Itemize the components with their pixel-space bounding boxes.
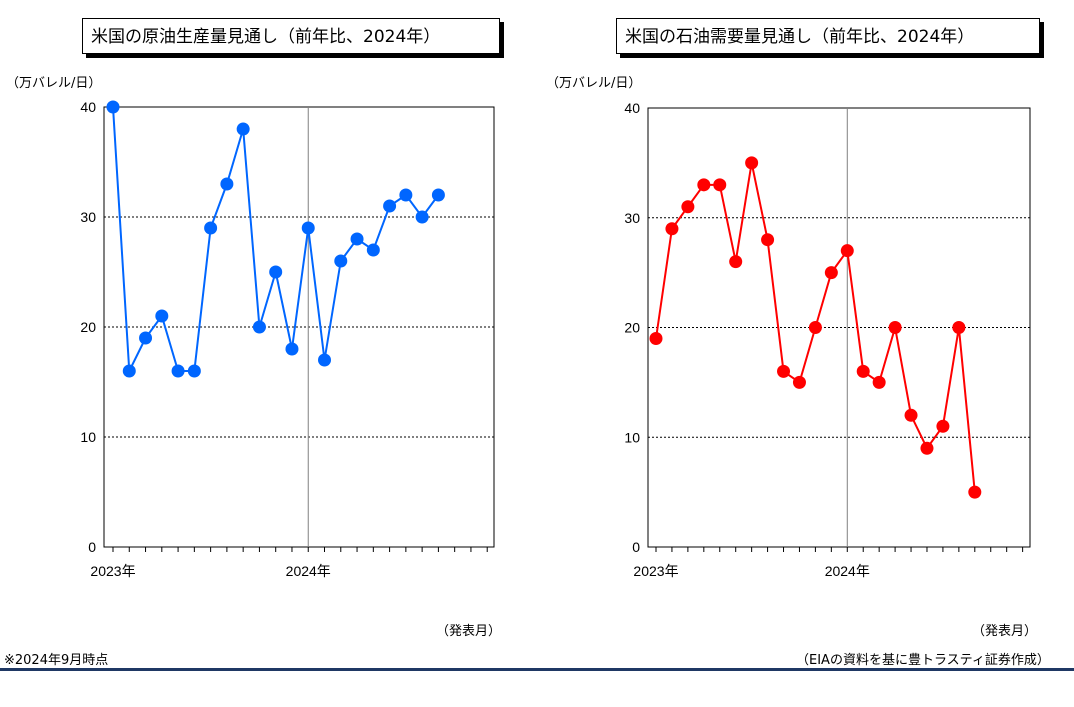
chart1-data-point: [139, 331, 153, 345]
chart1-plot: 0 10 20 30 40 2023年 2024年: [80, 99, 495, 579]
footer-note: ※2024年9月時点: [4, 653, 109, 668]
chart1-data-point: [301, 221, 315, 235]
chart2-data-point: [920, 441, 934, 455]
chart2-ytick-label: 40: [624, 100, 640, 116]
chart1-data-point: [383, 199, 397, 213]
footer-rule: [0, 668, 1074, 671]
chart1-ytick-label: 40: [80, 99, 96, 115]
chart2-data-point: [729, 255, 743, 269]
chart1-data-point: [106, 100, 120, 114]
chart2-data-point: [665, 222, 679, 236]
chart1-data-point: [155, 309, 169, 323]
chart1-data-point: [285, 342, 299, 356]
chart2-data-point: [745, 156, 759, 170]
chart1-data-point: [204, 221, 218, 235]
chart2-ytick-label: 10: [624, 429, 640, 445]
chart2-data-point: [872, 375, 886, 389]
chart1-data-point: [187, 364, 201, 378]
chart1-xtick-label: 2024年: [286, 563, 331, 579]
chart1-data-point: [171, 364, 185, 378]
chart2-data-point: [777, 364, 791, 378]
chart1-ytick-label: 30: [80, 209, 96, 225]
chart1-data-point: [431, 188, 445, 202]
chart2-xtick-label: 2024年: [825, 563, 870, 579]
chart1-data-point: [252, 320, 266, 334]
chart2-data-point: [824, 266, 838, 280]
footer-source: （EIAの資料を基に豊トラスティ証券作成）: [796, 653, 1050, 668]
chart1-data-point: [220, 177, 234, 191]
chart1-data-point: [236, 122, 250, 136]
chart2-data-point: [936, 419, 950, 433]
chart1-ytick-label: 10: [80, 429, 96, 445]
chart2-xtick-label: 2023年: [633, 563, 678, 579]
chart2-data-point: [697, 178, 711, 192]
chart1-ytick-label: 0: [88, 539, 96, 555]
chart2-plot: 0 10 20 30 40 2023年 2024年: [624, 100, 1031, 579]
chart2-ytick-label: 30: [624, 210, 640, 226]
chart2-data-point: [856, 364, 870, 378]
chart1-series-line: [112, 106, 440, 375]
chart2-data-point: [761, 233, 775, 247]
chart2-data-point: [681, 200, 695, 214]
chart1-plot-frame: [103, 106, 495, 548]
chart1-title: 米国の原油生産量見通し（前年比、2024年）: [82, 18, 500, 54]
chart2-data-point: [649, 331, 663, 345]
chart2-data-point: [808, 321, 822, 334]
chart2-data-point: [888, 321, 902, 334]
chart1-data-point: [350, 232, 364, 246]
chart1-data-point: [122, 364, 136, 378]
chart2-ytick-label: 20: [624, 320, 640, 336]
chart1-data-point: [415, 210, 429, 224]
chart2-xlabel: （発表月）: [972, 624, 1038, 639]
chart2-data-point: [792, 375, 806, 389]
chart2-data-point: [952, 321, 966, 334]
chart1-data-point: [399, 188, 413, 202]
chart2-data-point: [904, 408, 918, 422]
chart1-unit-label: （万バレル/日）: [6, 76, 102, 91]
chart1-data-point: [269, 265, 283, 279]
chart1-data-point: [366, 243, 380, 257]
chart1-xtick-label: 2023年: [90, 563, 135, 579]
chart2-unit-label: （万バレル/日）: [546, 76, 642, 91]
chart2-data-point: [713, 178, 727, 192]
chart1-data-point: [318, 353, 332, 367]
chart2-data-point: [968, 485, 982, 499]
chart2-ytick-label: 0: [632, 539, 640, 555]
chart1-ytick-label: 20: [80, 319, 96, 335]
chart1-xlabel: （発表月）: [436, 624, 502, 639]
chart2-data-point: [840, 244, 854, 258]
chart2-title: 米国の石油需要量見通し（前年比、2024年）: [616, 18, 1040, 54]
chart1-data-point: [334, 254, 348, 268]
